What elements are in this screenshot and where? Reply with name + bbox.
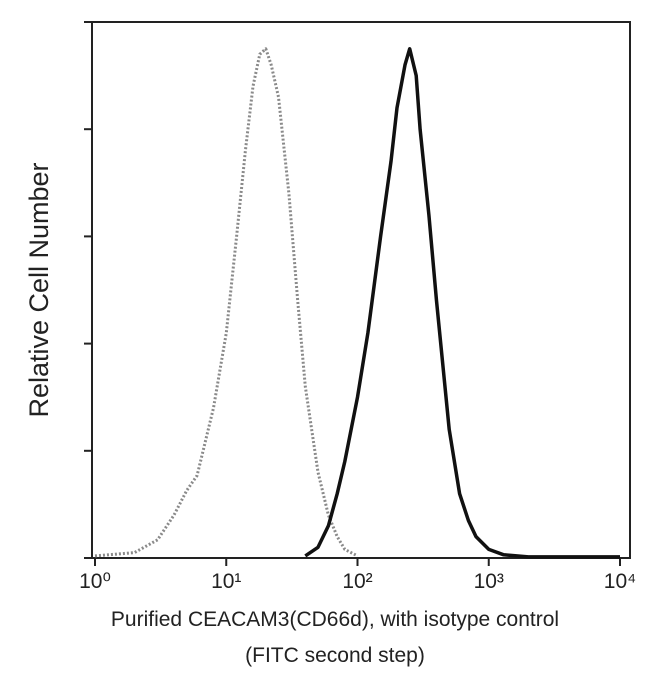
plot-frame: [91, 21, 631, 559]
x-axis-label: (FITC second step): [245, 644, 425, 667]
y-axis-label: Relative Cell Number: [24, 162, 54, 417]
x-tick-label: 10³: [474, 570, 504, 593]
histogram-line: [94, 47, 359, 558]
histogram-line: [304, 47, 620, 559]
x-tick-label: 10⁴: [604, 570, 636, 593]
x-tick-label: 10⁰: [79, 570, 111, 593]
x-tick-label: 10²: [342, 570, 372, 593]
x-axis-label: Purified CEACAM3(CD66d), with isotype co…: [111, 608, 559, 631]
x-tick-label: 10¹: [211, 570, 241, 593]
